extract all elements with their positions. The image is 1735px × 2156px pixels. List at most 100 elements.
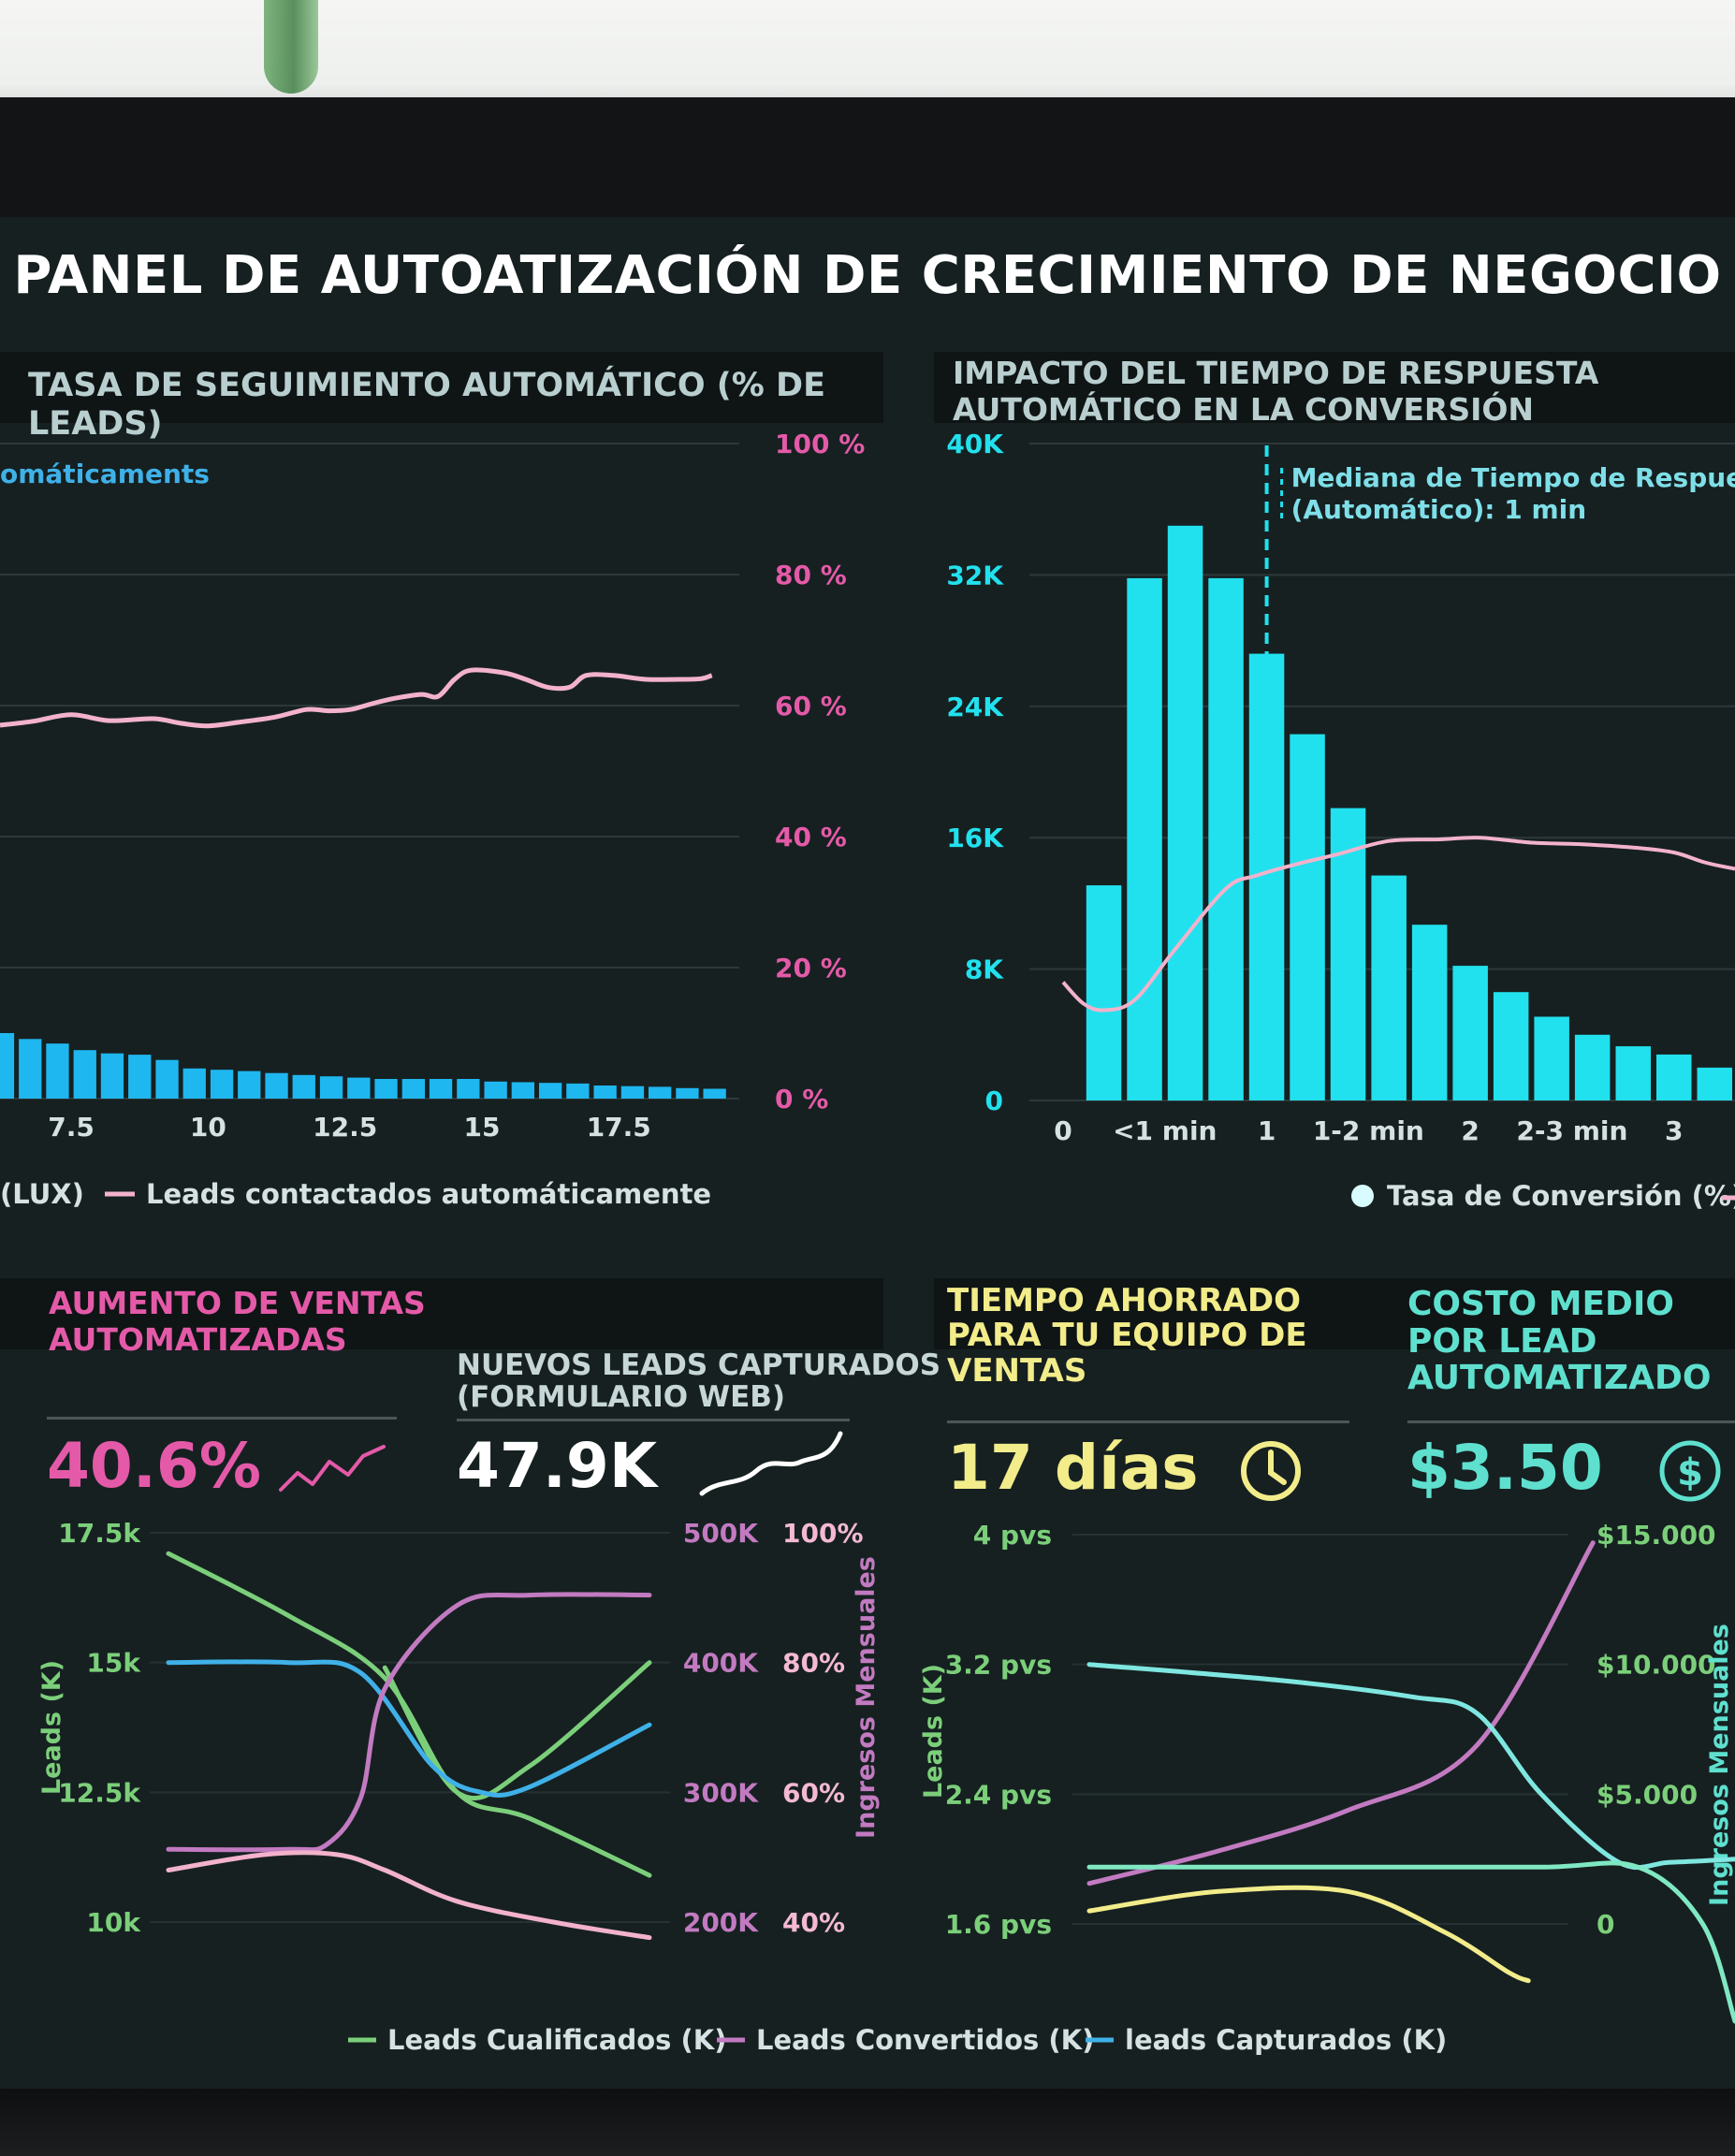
bar [1697, 1067, 1732, 1100]
bar [703, 1088, 726, 1099]
x-tick-label: 7.5 [48, 1112, 95, 1143]
bar [1534, 1016, 1569, 1100]
legend-label: Leads contactados automáticamente [146, 1178, 711, 1210]
y-tick-label: 100 % [775, 429, 865, 459]
time-chart: 4 pvs 3.2 pvs 2.4 pvs 1.6 pvs $15.000 $10.000… [919, 1520, 1735, 2024]
cost-kpi-label: COSTO MEDIO POR LEAD AUTOMATIZADO [1407, 1285, 1712, 1398]
y-tick-label: 0 [985, 1085, 1003, 1116]
trend-up-icon [699, 1431, 843, 1496]
y-tick-label: 60 % [775, 691, 847, 721]
time-kpi-divider [947, 1420, 1349, 1423]
y-axis-label: Leads (K) [37, 1660, 66, 1795]
y-tick-label: 1.6 pvs [945, 1909, 1052, 1940]
bar [484, 1081, 507, 1099]
legend-label: Tasa de Conversión (%) [1387, 1180, 1735, 1212]
y-tick-label: 40 % [775, 822, 847, 852]
cost-kpi-divider [1407, 1420, 1735, 1423]
series-line [1086, 1885, 1531, 1984]
bar [1452, 966, 1488, 1100]
sales-kpi-header: AUMENTO DE VENTAS AUTOMATIZADAS [0, 1278, 883, 1358]
y-tick-label: 0 [1596, 1909, 1614, 1940]
series-label: omáticaments [0, 459, 210, 489]
cost-kpi-value: $3.50 [1407, 1432, 1603, 1504]
bar [73, 1050, 96, 1099]
x-tick-label: 2-3 min [1516, 1115, 1627, 1146]
trend-up-icon [279, 1445, 386, 1492]
y-tick-label: 10k [86, 1907, 141, 1938]
bar [401, 1079, 425, 1099]
sales-kpi-label-line-2: AUTOMATIZADAS [49, 1320, 347, 1358]
series-line [166, 1551, 652, 1878]
svg-text:$: $ [1677, 1451, 1703, 1494]
dashboard-screen [0, 217, 1735, 2089]
legends: (LUX) Leads contactados automáticamente Ta… [0, 1178, 1735, 2056]
response-chart-title: IMPACTO DEL TIEMPO DE RESPUESTA AUTOMÁTI… [934, 352, 1735, 428]
y-tick-label: 200K [683, 1907, 759, 1938]
legend-label: (LUX) [0, 1178, 84, 1210]
series-line [0, 667, 713, 729]
bar [19, 1039, 42, 1099]
dollar-icon: $ [1659, 1440, 1721, 1502]
bar [347, 1077, 371, 1099]
sales-kpi-divider [47, 1417, 397, 1420]
y-tick-label: $15.000 [1596, 1520, 1716, 1551]
bar [1656, 1054, 1692, 1100]
y-tick-label: 40K [946, 429, 1004, 459]
bar [620, 1085, 645, 1099]
bar [210, 1070, 234, 1099]
x-tick-label: 10 [190, 1112, 226, 1143]
bar [1615, 1046, 1651, 1100]
time-kpi-header [934, 1278, 1735, 1349]
sales-chart: 17.5k 15k 12.5k 10k 500K 400K 300K 200K 100% 80% 6… [37, 1518, 881, 1941]
y-tick-label: 500K [683, 1518, 759, 1549]
y-tick-label: 24K [946, 692, 1004, 722]
annotation-label: (Automático): 1 min [1291, 494, 1587, 525]
y-tick-label: 40% [782, 1907, 845, 1938]
y-tick-label: 2.4 pvs [945, 1779, 1052, 1810]
bar [292, 1074, 315, 1099]
bar [128, 1055, 152, 1099]
bar [0, 1033, 15, 1099]
bar [1167, 525, 1203, 1101]
x-tick-label: 1 [1258, 1115, 1276, 1146]
x-tick-label: 1-2 min [1313, 1115, 1424, 1146]
bar [457, 1079, 480, 1099]
legend-label: Leads Cualificados (K) [387, 2024, 727, 2056]
bar [374, 1079, 398, 1099]
x-tick-label: 2 [1461, 1115, 1479, 1146]
y-tick-label: 60% [782, 1777, 845, 1808]
y-tick-label: $5.000 [1596, 1779, 1698, 1810]
bar [46, 1043, 69, 1099]
y-tick-label: 80 % [775, 560, 847, 590]
x-tick-label: 3 [1665, 1115, 1683, 1146]
y-tick-label: 100% [782, 1518, 864, 1549]
monitor-bottom-edge [0, 2089, 1735, 2156]
legend-label: leads Capturados (K) [1125, 2024, 1447, 2056]
series-line [1061, 836, 1735, 1012]
bar [511, 1082, 534, 1099]
bar [1330, 808, 1366, 1100]
bar [1411, 925, 1448, 1100]
y-tick-label: 0 % [775, 1084, 828, 1114]
clock-icon [1241, 1441, 1301, 1501]
response-chart: 40K 32K 24K 16K 8K 0 Mediana de Tiempo de Resp… [946, 429, 1735, 1146]
y-tick-label: 15k [86, 1648, 141, 1679]
y-tick-label: 32K [946, 560, 1004, 590]
dashboard-title: PANEL DE AUTOATIZACIÓN DE CRECIMIENTO DE… [13, 245, 1722, 306]
bar [1086, 885, 1122, 1100]
bar [238, 1071, 261, 1099]
x-tick-label: 15 [463, 1112, 500, 1143]
bar [319, 1076, 343, 1099]
leads-kpi-value: 47.9K [457, 1430, 657, 1502]
annotation-label: Mediana de Tiempo de Respuesta [1291, 462, 1735, 493]
y-tick-label: 8K [965, 954, 1004, 985]
series-line [382, 1660, 652, 1801]
bar [265, 1072, 288, 1099]
x-tick-label: <1 min [1113, 1115, 1217, 1146]
bar [539, 1083, 562, 1099]
bar [1127, 577, 1162, 1100]
series-line [1086, 1860, 1735, 2024]
y-tick-label: 400K [683, 1648, 759, 1679]
y-tick-label: 17.5k [58, 1518, 141, 1549]
